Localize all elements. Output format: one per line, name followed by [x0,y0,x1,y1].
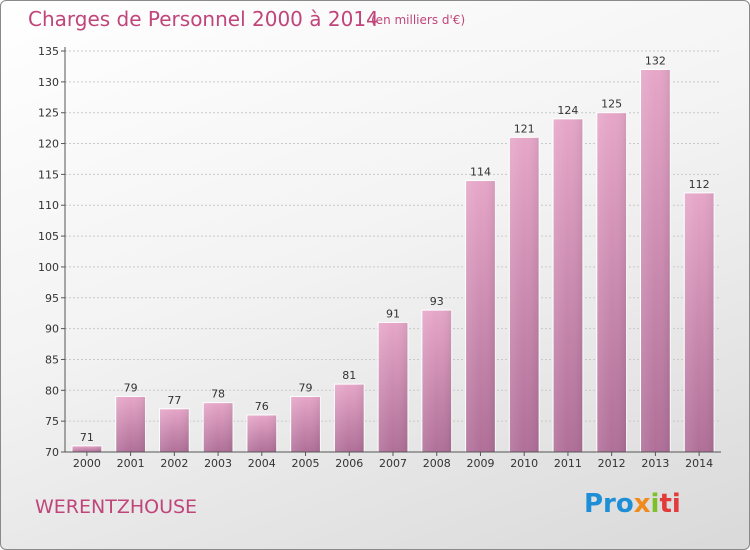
x-tick-label: 2012 [598,457,626,470]
data-label: 132 [645,55,666,68]
chart-title: Charges de Personnel 2000 à 2014 [28,7,379,31]
y-tick-label: 130 [38,76,59,89]
bar-shade [203,402,233,452]
y-tick-label: 135 [38,45,59,58]
y-tick-label: 100 [38,261,59,274]
y-tick-label: 125 [38,107,59,120]
data-label: 114 [470,166,491,179]
x-tick-label: 2004 [248,457,276,470]
logo-part: i [650,489,660,519]
x-tick-label: 2013 [641,457,669,470]
x-tick-label: 2000 [73,457,101,470]
data-label: 71 [80,431,94,444]
bar-shade [421,310,452,452]
x-tick-label: 2001 [117,457,145,470]
x-tick-label: 2009 [466,457,494,470]
y-tick-label: 115 [38,168,59,181]
y-tick-label: 85 [45,353,59,366]
logo-part: ti [659,489,681,519]
y-tick-label: 80 [45,384,59,397]
logo-part: Pro [584,489,634,519]
x-tick-label: 2006 [335,457,363,470]
bar-shade [465,180,496,453]
bar-shade [334,384,365,452]
data-label: 78 [211,388,225,401]
data-label: 112 [689,178,710,191]
y-tick-label: 110 [38,199,59,212]
bar-shade [378,322,408,452]
data-label: 79 [124,381,138,394]
y-tick-label: 90 [45,323,59,336]
data-label: 76 [255,400,269,413]
data-label: 77 [167,394,181,407]
commune-name: WERENTZHOUSE [35,496,198,518]
bar-shade [640,69,671,452]
bar-shade [246,414,277,452]
bar-shade [71,445,102,452]
data-label: 79 [299,381,313,394]
data-label: 121 [514,122,535,135]
x-tick-label: 2007 [379,457,407,470]
y-tick-label: 120 [38,138,59,151]
chart-subtitle: (en milliers d'€) [371,13,466,27]
data-label: 125 [601,98,622,111]
x-tick-label: 2010 [510,457,538,470]
axes: 70 75 80 85 90 95 100 105 110 115 120 125 130 135 2000… [38,45,721,470]
y-tick-label: 105 [38,230,59,243]
y-tick-label: 70 [45,446,59,459]
y-tick-label: 75 [45,415,59,428]
x-tick-label: 2011 [554,457,582,470]
x-tick-label: 2005 [292,457,320,470]
data-label: 91 [386,307,400,320]
bar-shade [509,137,540,452]
bar-shade [159,408,190,452]
data-label: 93 [430,295,444,308]
x-tick-label: 2014 [685,457,713,470]
bar-shade [553,118,583,452]
x-tick-label: 2003 [204,457,232,470]
proxiti-logo: Proxiti [584,489,681,519]
bar-shade [684,192,715,452]
x-tick-label: 2002 [160,457,188,470]
bar-shade [290,396,321,452]
data-label: 81 [342,369,356,382]
y-tick-label: 95 [45,292,59,305]
bars: 71 79 77 78 76 79 81 91 93 114 121 124 125 132 112 [71,55,715,453]
x-tick-label: 2008 [423,457,451,470]
bar-shade [115,396,146,452]
data-label: 124 [557,104,578,117]
bar-shade [596,112,627,452]
logo-part: x [633,489,651,519]
